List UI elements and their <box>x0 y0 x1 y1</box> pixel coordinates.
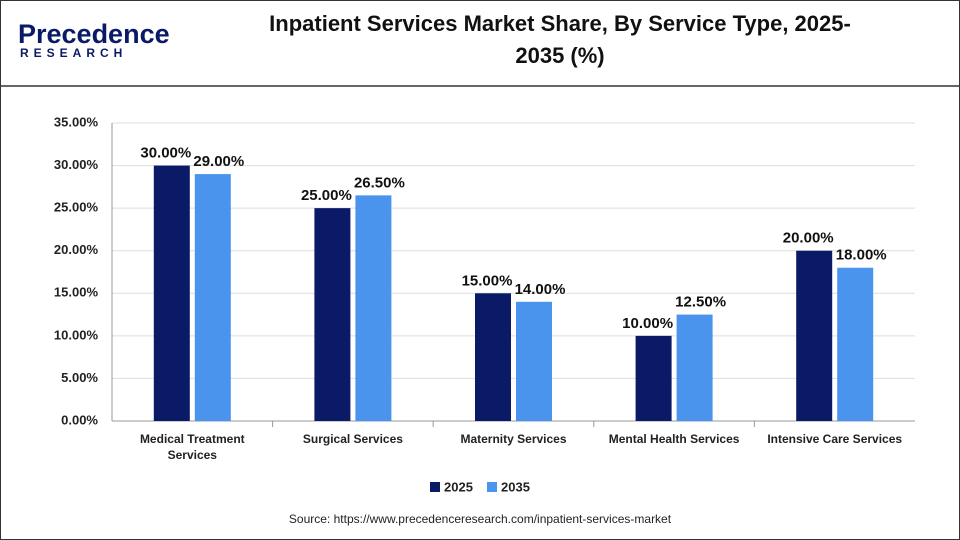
logo-tagline: RESEARCH <box>20 46 127 60</box>
data-label: 12.50% <box>675 294 726 311</box>
y-tick-label: 20.00% <box>54 242 99 257</box>
y-tick-label: 5.00% <box>61 370 98 385</box>
bar <box>314 208 351 421</box>
legend-swatch <box>487 482 497 492</box>
data-label: 26.50% <box>354 174 405 191</box>
bar <box>153 165 190 421</box>
bar <box>355 195 392 421</box>
chart-title: Inpatient Services Market Share, By Serv… <box>269 11 851 68</box>
y-tick-label: 10.00% <box>54 327 99 342</box>
legend-label: 2025 <box>444 479 473 494</box>
x-tick-label: Mental Health Services <box>608 432 740 446</box>
bar <box>516 301 552 421</box>
bar <box>635 335 672 421</box>
y-tick-label: 25.00% <box>54 200 99 215</box>
data-label: 30.00% <box>140 145 191 162</box>
data-label: 29.00% <box>193 153 244 170</box>
data-label: 18.00% <box>836 247 887 264</box>
x-tick-label: Surgical Services <box>302 432 403 446</box>
y-tick-label: 0.00% <box>61 412 98 427</box>
title-box: Inpatient Services Market Share, By Serv… <box>269 11 851 68</box>
y-tick-label: 30.00% <box>54 157 99 172</box>
x-tick-label: Intensive Care Services <box>767 432 903 446</box>
source: Source: https://www.precedenceresearch.c… <box>289 512 672 526</box>
y-tick-label: 15.00% <box>54 285 99 300</box>
bar <box>837 267 874 421</box>
x-tick-label: Maternity Services <box>460 432 567 446</box>
legend-label: 2035 <box>501 479 530 494</box>
y-tick-label: 35.00% <box>54 114 99 129</box>
x-tick-label: Medical Treatment Services <box>139 432 245 462</box>
legend-swatch <box>430 482 440 492</box>
bar <box>796 250 833 421</box>
bar <box>676 314 713 421</box>
bar <box>194 174 231 421</box>
data-label: 14.00% <box>515 281 566 298</box>
data-label: 10.00% <box>622 315 673 332</box>
logo-name: Precedence <box>18 19 170 49</box>
data-label: 15.00% <box>462 272 513 289</box>
data-label: 20.00% <box>783 230 834 247</box>
data-label: 25.00% <box>301 187 352 204</box>
bar <box>475 293 511 421</box>
